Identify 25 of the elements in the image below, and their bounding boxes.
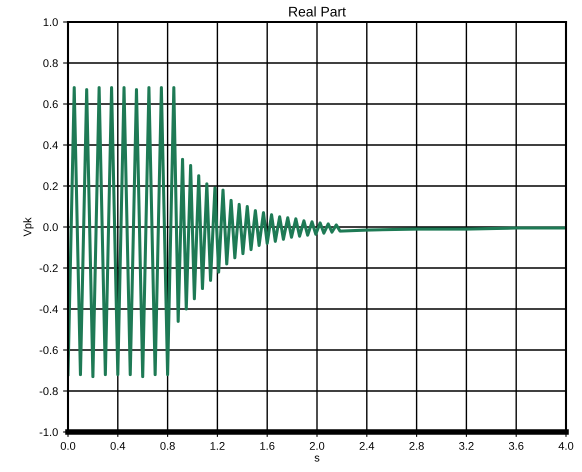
x-tick-label: 0.8 [160, 442, 175, 450]
y-tick-label: 0.0 [43, 223, 58, 232]
x-tick-label: 2.8 [409, 442, 424, 450]
chart-title: Real Part [289, 6, 346, 17]
x-tick-label: 1.2 [210, 442, 225, 450]
x-tick-label: 2.4 [360, 442, 374, 450]
y-tick-label: -0.8 [40, 387, 58, 396]
x-tick-label: 4.0 [558, 442, 574, 450]
y-tick-label: 0.8 [43, 59, 58, 68]
y-tick-label: 0.2 [43, 182, 58, 190]
y-tick-label: -0.4 [40, 305, 58, 314]
x-axis-title: s [314, 456, 320, 462]
y-tick-label: -1.0 [40, 428, 58, 436]
x-tick-label: 3.6 [508, 442, 524, 450]
x-tick-label: 0.4 [110, 442, 126, 450]
y-tick-label: -0.6 [40, 346, 58, 354]
y-tick-label: 0.4 [43, 141, 58, 150]
y-tick-label: -0.2 [40, 264, 58, 272]
x-tick-label: 3.2 [459, 442, 474, 450]
y-tick-label: 0.6 [43, 100, 58, 108]
x-tick-label: 2.0 [310, 442, 324, 450]
y-axis-title: Vpk [23, 217, 34, 237]
y-tick-label: 1.0 [44, 18, 58, 26]
x-tick-label: 1.6 [260, 442, 274, 450]
x-tick-label: 0.0 [60, 442, 76, 450]
